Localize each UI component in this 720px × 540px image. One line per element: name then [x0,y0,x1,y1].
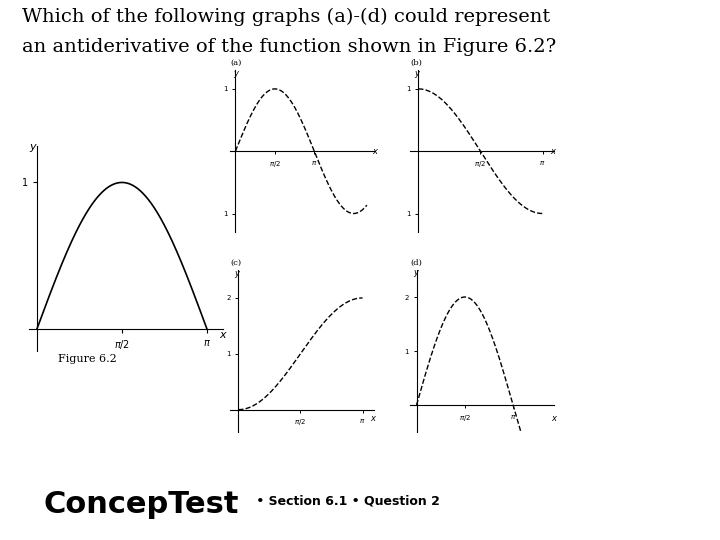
Text: x: x [219,330,225,340]
Text: y: y [234,268,239,278]
Text: x: x [372,147,377,156]
Text: ConcepTest: ConcepTest [43,490,239,519]
Text: (b): (b) [410,59,422,67]
Text: Which of the following graphs (a)-(d) could represent: Which of the following graphs (a)-(d) co… [22,8,550,26]
Text: y: y [30,142,36,152]
Text: Figure 6.2: Figure 6.2 [58,354,117,364]
Text: (a): (a) [230,59,242,67]
Text: y: y [233,70,238,78]
Text: x: x [371,414,375,423]
Text: y: y [413,268,418,278]
Text: (c): (c) [230,259,241,267]
Text: (d): (d) [410,259,422,267]
Text: an antiderivative of the function shown in Figure 6.2?: an antiderivative of the function shown … [22,38,556,56]
Text: x: x [551,147,555,156]
Text: • Section 6.1 • Question 2: • Section 6.1 • Question 2 [252,495,440,508]
Text: x: x [552,414,557,423]
Text: y: y [414,70,419,78]
